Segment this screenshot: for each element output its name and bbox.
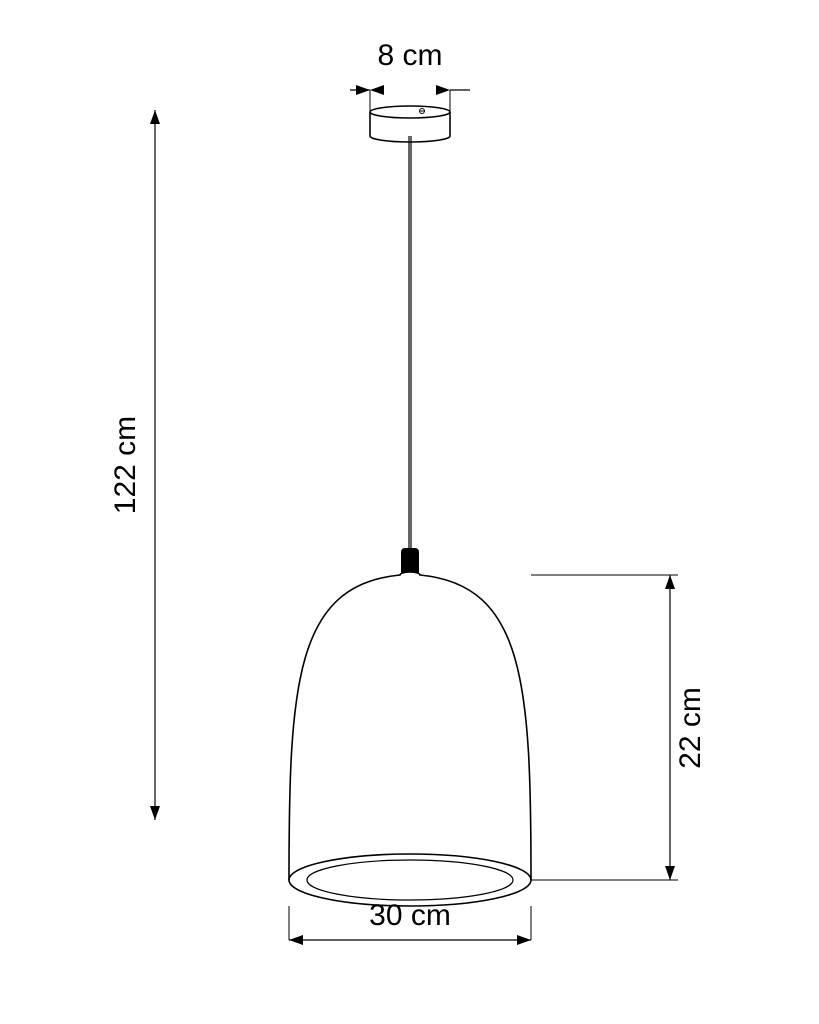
dimension-label: 8 cm [377, 39, 442, 72]
dimension-label: 22 cm [674, 687, 707, 769]
canopy-top [370, 106, 450, 118]
lamp-shade [289, 572, 531, 906]
dimension-label: 122 cm [109, 416, 142, 514]
dimension-label: 30 cm [369, 899, 451, 932]
lamp-dimension-diagram: 122 cm 22 cm 8 cm 30 cm [0, 0, 819, 1024]
